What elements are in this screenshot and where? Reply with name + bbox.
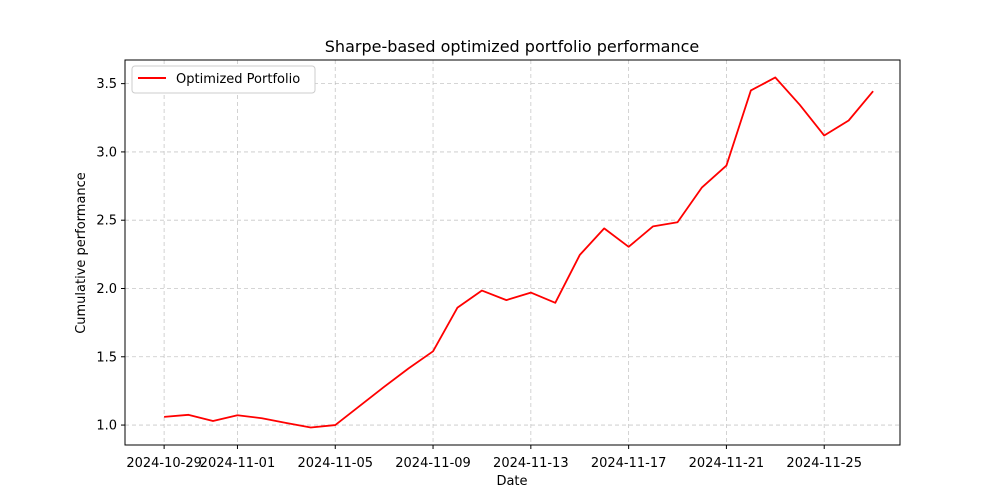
x-tick-label: 2024-11-21 [689, 456, 765, 471]
x-tick-label: 2024-11-17 [591, 456, 667, 471]
x-tick-label: 2024-11-05 [297, 456, 373, 471]
x-axis-label: Date [496, 474, 527, 489]
legend: Optimized Portfolio [131, 65, 316, 94]
y-tick-label: 1.5 [96, 350, 117, 365]
series-layer [164, 76, 874, 429]
y-tick-label: 1.0 [96, 419, 117, 434]
y-tick-label: 3.5 [96, 77, 117, 92]
x-tick-label: 2024-11-13 [493, 456, 569, 471]
y-tick-label: 3.0 [96, 145, 117, 160]
series-line [164, 76, 874, 429]
legend-box [131, 65, 316, 94]
chart-title: Sharpe-based optimized portfolio perform… [325, 37, 699, 56]
x-tick-label: 2024-11-25 [786, 456, 862, 471]
y-tick-label: 2.0 [96, 282, 117, 297]
y-tick-label: 2.5 [96, 214, 117, 229]
y-axis: 1.0 1.5 2.0 2.5 3.0 3.5 [96, 77, 125, 434]
x-tick-label: 2024-10-29 [126, 456, 202, 471]
legend-label: Optimized Portfolio [176, 72, 300, 87]
x-tick-label: 2024-11-09 [395, 456, 471, 471]
x-tick-label: 2024-11-01 [200, 456, 276, 471]
y-axis-label: Cumulative performance [74, 172, 89, 334]
plot-frame [124, 59, 901, 446]
